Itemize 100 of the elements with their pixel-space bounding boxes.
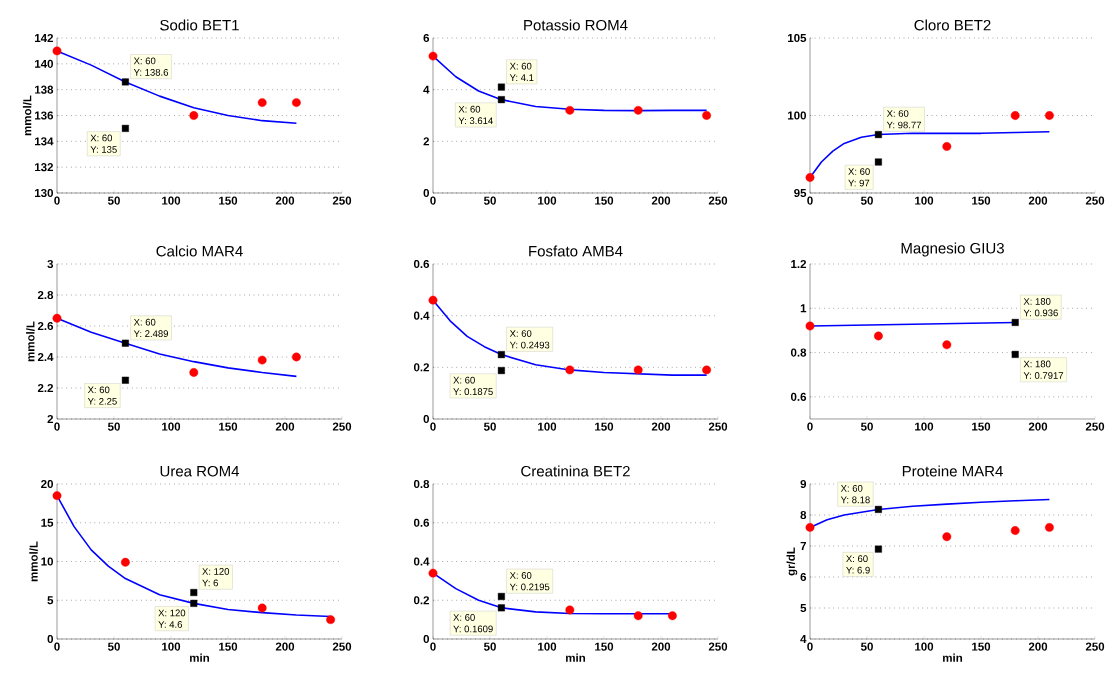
x-tick-label: 50 xyxy=(860,422,873,431)
y-tick-label: 1 xyxy=(800,304,807,313)
y-tick-label: 2.6 xyxy=(37,321,54,331)
x-tick-label: 250 xyxy=(1085,196,1105,205)
point xyxy=(497,83,505,91)
annotation: X: 60 xyxy=(458,105,481,113)
x-tick-label: 100 xyxy=(162,642,181,651)
annotation: Y: 0.936 xyxy=(1023,309,1058,317)
point xyxy=(292,352,301,362)
y-tick-label: 0.2 xyxy=(413,363,430,372)
point xyxy=(1010,526,1020,535)
annotation: Y: 2.489 xyxy=(133,330,168,338)
y-tick-label: 0.4 xyxy=(413,557,430,566)
y-tick-label: 10 xyxy=(41,557,53,566)
point xyxy=(121,557,130,567)
y-tick-label: 9 xyxy=(800,479,807,489)
annotation: Y: 0.1875 xyxy=(453,388,493,395)
x-tick-label: 100 xyxy=(915,422,934,431)
x-tick-label: 200 xyxy=(275,642,295,651)
y-tick-label: 138 xyxy=(35,85,54,94)
point xyxy=(874,545,882,553)
point xyxy=(428,51,438,61)
point xyxy=(121,339,129,347)
chart-title: Calcio MAR4 xyxy=(156,245,243,257)
point xyxy=(428,295,438,305)
annotation: Y: 97 xyxy=(848,179,870,187)
point xyxy=(668,611,677,621)
x-tick-label: 250 xyxy=(1085,642,1105,651)
y-axis-title: mmol/L xyxy=(29,541,38,582)
point xyxy=(805,523,815,532)
x-tick-label: 200 xyxy=(1028,642,1048,651)
chart-title: Creatinina BET2 xyxy=(521,465,630,477)
annotation: Y: 0.2493 xyxy=(509,341,550,349)
y-tick-label: 132 xyxy=(35,163,54,172)
point xyxy=(190,589,198,596)
y-tick-label: 2.4 xyxy=(37,352,54,362)
x-tick-label: 150 xyxy=(972,196,991,205)
annotation: X: 180 xyxy=(1023,360,1051,368)
annotation: Y: 6 xyxy=(202,579,218,587)
y-tick-label: 15 xyxy=(41,518,54,527)
x-tick-label: 0 xyxy=(430,422,436,431)
x-tick-label: 0 xyxy=(54,196,60,205)
annotation: X: 180 xyxy=(1023,298,1051,305)
y-tick-label: 95 xyxy=(794,188,807,198)
annotation: X: 60 xyxy=(133,318,156,326)
point xyxy=(633,365,643,375)
annotation: Y: 6.9 xyxy=(846,566,870,574)
x-tick-label: 100 xyxy=(538,196,557,205)
x-axis-title: min xyxy=(566,653,586,662)
chart-title: Cloro BET2 xyxy=(914,19,991,31)
y-tick-label: 134 xyxy=(35,137,54,146)
y-tick-label: 2.2 xyxy=(37,383,54,393)
x-tick-label: 50 xyxy=(483,422,496,431)
annotation: X: 60 xyxy=(509,62,532,70)
chart-title: Proteine MAR4 xyxy=(902,465,1003,477)
point xyxy=(942,142,952,151)
x-tick-label: 250 xyxy=(708,196,728,205)
y-tick-label: 100 xyxy=(788,111,807,120)
point xyxy=(874,505,882,513)
x-tick-label: 100 xyxy=(162,422,181,431)
x-tick-label: 250 xyxy=(332,422,352,431)
point xyxy=(942,532,952,542)
point xyxy=(702,111,712,120)
point xyxy=(497,351,505,359)
point xyxy=(1045,523,1054,532)
x-tick-label: 100 xyxy=(915,196,934,205)
point xyxy=(874,158,882,166)
point xyxy=(874,131,882,139)
point xyxy=(189,111,199,120)
point xyxy=(805,173,815,182)
y-tick-label: 4 xyxy=(800,635,807,643)
y-tick-label: 5 xyxy=(800,604,807,613)
point xyxy=(1011,318,1019,326)
annotation: X: 60 xyxy=(509,330,532,337)
point xyxy=(565,105,575,115)
x-tick-label: 0 xyxy=(430,642,436,651)
chart-title: Potassio ROM4 xyxy=(524,19,628,31)
x-tick-label: 250 xyxy=(1085,422,1105,431)
point xyxy=(257,603,267,613)
x-tick-label: 150 xyxy=(219,642,238,651)
x-tick-label: 250 xyxy=(332,642,352,651)
annotation: X: 60 xyxy=(886,110,909,117)
x-tick-label: 50 xyxy=(483,642,496,651)
x-tick-label: 0 xyxy=(54,642,60,651)
y-tick-label: 0.6 xyxy=(790,392,807,401)
x-tick-label: 150 xyxy=(972,422,991,431)
point xyxy=(702,365,712,375)
x-tick-label: 150 xyxy=(595,422,614,431)
annotation: X: 60 xyxy=(848,168,870,175)
x-tick-label: 50 xyxy=(107,422,120,431)
x-axis-title: min xyxy=(943,653,963,662)
chart-title: Sodio BET1 xyxy=(160,19,239,31)
point xyxy=(805,321,815,331)
chart-title: Fosfato AMB4 xyxy=(529,245,623,257)
x-tick-label: 150 xyxy=(972,642,991,651)
x-tick-label: 50 xyxy=(860,196,873,205)
chart-title: Magnesio GIU3 xyxy=(901,242,1004,257)
y-tick-label: 0.6 xyxy=(413,518,430,527)
y-tick-label: 5 xyxy=(47,596,54,605)
x-tick-label: 0 xyxy=(430,196,436,205)
